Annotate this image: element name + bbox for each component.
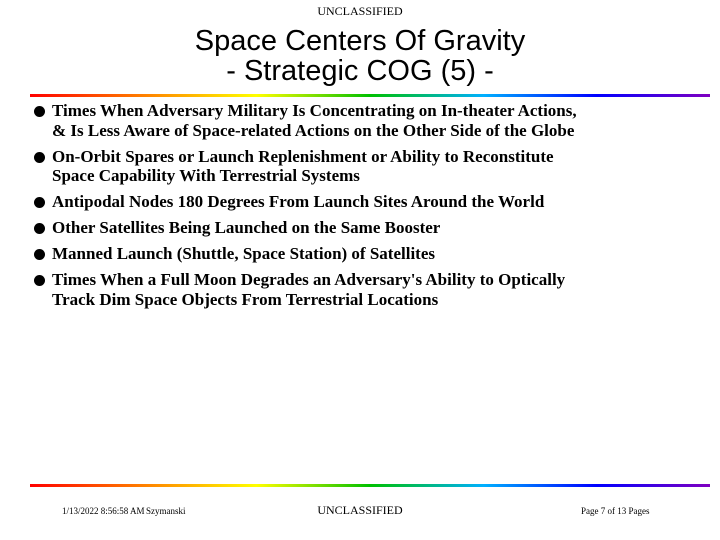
slide-title-line-1: Space Centers Of Gravity — [194, 25, 526, 57]
classification-banner-bottom: UNCLASSIFIED — [317, 503, 403, 517]
bullet-text-line: Space Capability With Terrestrial System… — [52, 166, 360, 185]
bullet-item: Times When Adversary Military Is Concent… — [33, 101, 713, 140]
bullet-text-line: Other Satellites Being Launched on the S… — [52, 218, 441, 237]
bullet-text-line: Track Dim Space Objects From Terrestrial… — [52, 289, 439, 309]
bullet-item: Manned Launch (Shuttle, Space Station) o… — [33, 244, 713, 264]
bullet-list: Times When Adversary Military Is Concent… — [33, 101, 713, 316]
bullet-text-line: Antipodal Nodes 180 Degrees From Launch … — [52, 192, 545, 211]
footer-date: 1/13/2022 8:56:58 AM — [62, 506, 145, 516]
footer-author: Szymanski — [146, 506, 186, 516]
slide-title-line-2: - Strategic COG (5) - — [226, 55, 494, 87]
bullet-item: On-Orbit Spares or Launch Replenishment … — [33, 147, 713, 186]
bullet-dot-icon — [34, 151, 45, 163]
bullet-dot-icon — [34, 223, 45, 234]
bullet-item: Other Satellites Being Launched on the S… — [33, 218, 713, 238]
rainbow-divider-bottom — [30, 484, 710, 487]
bullet-text-line: Times When a Full Moon Degrades an Adver… — [52, 270, 566, 289]
bullet-dot-icon — [34, 275, 45, 286]
rainbow-divider-top — [30, 94, 710, 97]
bullet-item: Antipodal Nodes 180 Degrees From Launch … — [33, 192, 713, 212]
slide-title: Space Centers Of Gravity - Strategic COG… — [0, 26, 720, 86]
bullet-text-line: & Is Less Aware of Space-related Actions… — [52, 120, 575, 140]
bullet-item: Times When a Full Moon Degrades an Adver… — [33, 270, 713, 309]
bullet-dot-icon — [34, 197, 45, 208]
page-number: Page 7 of 13 Pages — [581, 506, 650, 516]
classification-banner-top: UNCLASSIFIED — [317, 4, 403, 18]
bullet-text-line: On-Orbit Spares or Launch Replenishment … — [52, 146, 554, 166]
bullet-dot-icon — [34, 249, 45, 260]
bullet-dot-icon — [34, 106, 45, 117]
bullet-text-line: Manned Launch (Shuttle, Space Station) o… — [52, 244, 435, 263]
bullet-text-line: Times When Adversary Military Is Concent… — [52, 101, 577, 120]
